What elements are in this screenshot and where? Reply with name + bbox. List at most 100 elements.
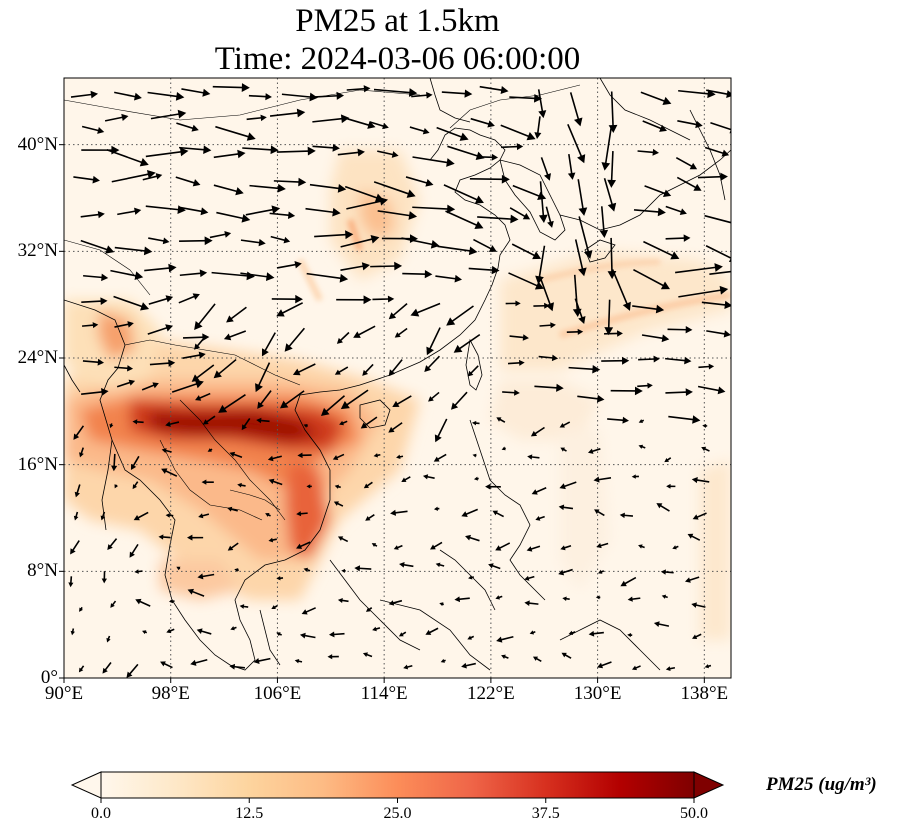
wind-arrow xyxy=(234,568,239,573)
wind-arrow xyxy=(531,486,547,495)
wind-arrow xyxy=(631,665,641,671)
wind-arrow xyxy=(595,595,601,600)
wind-arrow xyxy=(534,383,564,392)
wind-arrow xyxy=(309,183,347,193)
wind-arrow xyxy=(704,146,730,157)
wind-arrow xyxy=(306,484,312,489)
wind-arrow xyxy=(447,145,485,160)
wind-arrow xyxy=(312,143,340,152)
wind-arrow xyxy=(477,214,519,224)
wind-arrow xyxy=(410,302,441,317)
wind-arrow xyxy=(215,125,256,141)
wind-arrow xyxy=(341,568,346,573)
wind-arrow xyxy=(81,297,108,305)
wind-arrow xyxy=(195,392,211,401)
wind-arrow xyxy=(642,120,667,132)
wind-arrow xyxy=(401,237,440,249)
wind-arrow xyxy=(672,545,679,550)
wind-arrow xyxy=(369,121,389,130)
wind-arrow xyxy=(194,303,216,330)
wind-arrow xyxy=(339,420,348,426)
wind-arrow xyxy=(430,541,443,550)
wind-arrow xyxy=(101,571,107,584)
wind-arrow xyxy=(597,569,605,574)
lat-label: 32°N xyxy=(17,240,58,262)
wind-arrow xyxy=(644,185,672,198)
wind-arrow xyxy=(226,306,247,323)
wind-arrow xyxy=(558,568,573,576)
wind-arrow xyxy=(587,448,601,454)
wind-arrow xyxy=(186,534,204,541)
wind-arrow xyxy=(678,285,729,298)
wind-arrow xyxy=(257,390,272,409)
wind-arrow xyxy=(373,181,416,198)
wind-arrow xyxy=(559,421,571,428)
wind-arrow xyxy=(705,245,731,263)
wind-arrow xyxy=(677,119,703,129)
wind-arrow xyxy=(148,237,170,245)
wind-vectors xyxy=(68,83,731,678)
wind-arrow xyxy=(114,91,142,101)
wind-arrow xyxy=(569,92,583,127)
wind-arrow xyxy=(81,388,109,396)
wind-arrow xyxy=(142,630,148,635)
wind-arrow xyxy=(607,416,629,424)
wind-arrow xyxy=(450,391,468,410)
wind-arrow xyxy=(353,325,376,338)
wind-arrow xyxy=(133,511,149,521)
wind-arrow xyxy=(660,569,674,575)
wind-arrow xyxy=(230,626,237,631)
wind-arrow xyxy=(467,365,479,377)
wind-arrow xyxy=(68,576,74,588)
wind-arrow xyxy=(610,386,643,396)
wind-arrow xyxy=(668,415,701,424)
wind-arrow xyxy=(538,354,559,362)
wind-arrow xyxy=(114,484,119,489)
wind-arrow xyxy=(334,484,341,489)
wind-arrow xyxy=(526,545,541,552)
wind-arrow xyxy=(134,569,143,574)
wind-arrow xyxy=(568,630,576,635)
map-title-line2: Time: 2024-03-06 06:00:00 xyxy=(214,41,581,77)
wind-arrow xyxy=(388,422,403,433)
wind-arrow xyxy=(540,157,551,181)
wind-arrow xyxy=(296,541,311,549)
wind-arrow xyxy=(665,666,676,672)
wind-arrow xyxy=(588,630,604,637)
wind-arrow xyxy=(303,567,311,572)
wind-arrow xyxy=(461,662,476,669)
wind-arrow xyxy=(126,663,139,678)
wind-arrow xyxy=(638,355,660,363)
wind-arrow xyxy=(145,205,186,214)
wind-arrow xyxy=(314,91,345,100)
wind-arrow xyxy=(149,359,176,367)
wind-arrow xyxy=(363,481,373,489)
wind-arrow xyxy=(362,652,373,658)
wind-arrow xyxy=(401,476,411,482)
colorbar-extend-min xyxy=(70,771,102,799)
lon-label: 90°E xyxy=(44,683,84,704)
wind-arrow xyxy=(179,236,213,246)
map-title-line1: PM25 at 1.5km xyxy=(295,3,500,39)
wind-arrow xyxy=(270,235,291,244)
wind-arrow xyxy=(320,395,346,417)
wind-arrow xyxy=(377,210,418,220)
wind-arrow xyxy=(372,626,381,632)
wind-arrow xyxy=(402,270,433,279)
wind-arrow xyxy=(640,91,672,106)
wind-arrow xyxy=(479,85,509,95)
wind-arrow xyxy=(269,108,306,118)
wind-arrow xyxy=(130,455,140,470)
wind-arrow xyxy=(559,481,577,490)
wind-arrow xyxy=(529,630,536,635)
wind-arrow xyxy=(340,389,369,410)
wind-arrow xyxy=(73,511,79,521)
wind-arrow xyxy=(256,417,270,424)
wind-arrow xyxy=(409,126,430,135)
wind-arrow xyxy=(194,336,206,350)
wind-arrow xyxy=(337,536,349,543)
wind-arrow xyxy=(539,322,556,329)
wind-arrow xyxy=(684,576,700,583)
wind-arrow xyxy=(175,176,201,187)
lon-label: 122°E xyxy=(467,683,515,704)
